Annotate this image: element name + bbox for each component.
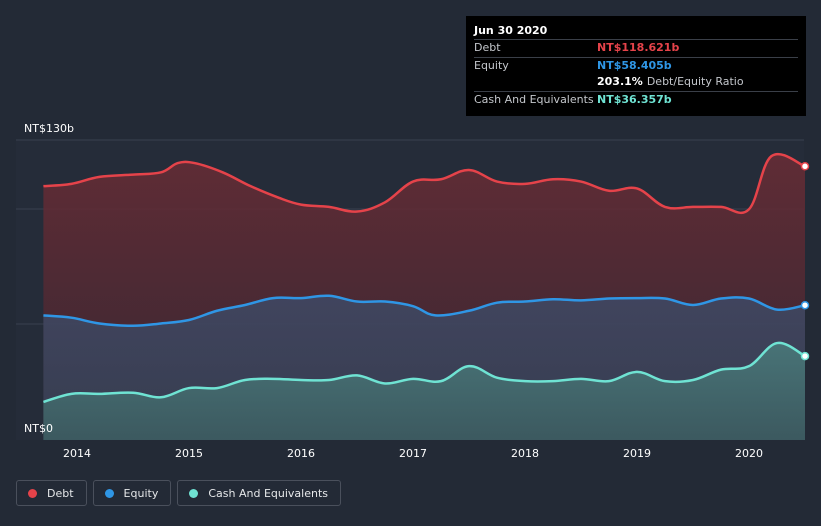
tooltip-row-equity: Equity NT$58.405b xyxy=(474,56,798,75)
tooltip-label: Equity xyxy=(474,58,509,72)
legend-item-equity[interactable]: Equity xyxy=(92,480,172,506)
tooltip-value: NT$58.405b xyxy=(597,58,672,72)
x-tick-label: 2017 xyxy=(399,447,427,460)
tooltip-label: Debt xyxy=(474,41,501,54)
equity-end-marker xyxy=(800,300,810,310)
tooltip-row-ratio: 203.1% Debt/Equity Ratio xyxy=(474,74,798,91)
x-tick-label: 2014 xyxy=(63,447,91,460)
debt-end-marker xyxy=(800,162,810,171)
legend-label: Cash And Equivalents xyxy=(208,486,328,500)
legend-item-debt[interactable]: Debt xyxy=(16,480,87,506)
x-tick-label: 2015 xyxy=(175,447,203,460)
cash-end-marker xyxy=(800,351,810,361)
tooltip-value: NT$118.621b xyxy=(597,41,680,54)
cash-line xyxy=(43,341,806,404)
legend-item-cash[interactable]: Cash And Equivalents xyxy=(177,480,341,506)
legend-dot-icon xyxy=(189,488,199,498)
tooltip-row-cash: Cash And Equivalents NT$36.357b xyxy=(474,90,798,109)
tooltip-ratio-label: Debt/Equity Ratio xyxy=(646,75,744,88)
tooltip-label xyxy=(474,74,597,91)
legend-label: Equity xyxy=(123,486,159,500)
x-tick-label: 2018 xyxy=(511,447,539,460)
y-axis-top-label: NT$130b xyxy=(24,122,74,135)
debt-line xyxy=(43,152,806,215)
tooltip-panel: Jun 30 2020 Debt NT$118.621b Equity NT$5… xyxy=(466,16,806,116)
tooltip-value: 203.1% xyxy=(597,75,643,88)
chart-legend: Debt Equity Cash And Equivalents xyxy=(16,480,341,506)
legend-dot-icon xyxy=(104,488,114,498)
legend-label: Debt xyxy=(47,486,74,500)
x-tick-label: 2016 xyxy=(287,447,315,460)
tooltip-date: Jun 30 2020 xyxy=(474,24,548,37)
cash-area xyxy=(43,342,805,440)
tooltip-row-debt: Debt NT$118.621b xyxy=(474,39,798,57)
y-axis-bottom-label: NT$0 xyxy=(24,422,53,435)
x-tick-label: 2019 xyxy=(623,447,651,460)
tooltip-value: NT$36.357b xyxy=(597,92,672,106)
tooltip-label: Cash And Equivalents xyxy=(474,92,594,106)
equity-line xyxy=(43,294,806,328)
x-tick-label: 2020 xyxy=(735,447,763,460)
legend-dot-icon xyxy=(28,488,37,498)
